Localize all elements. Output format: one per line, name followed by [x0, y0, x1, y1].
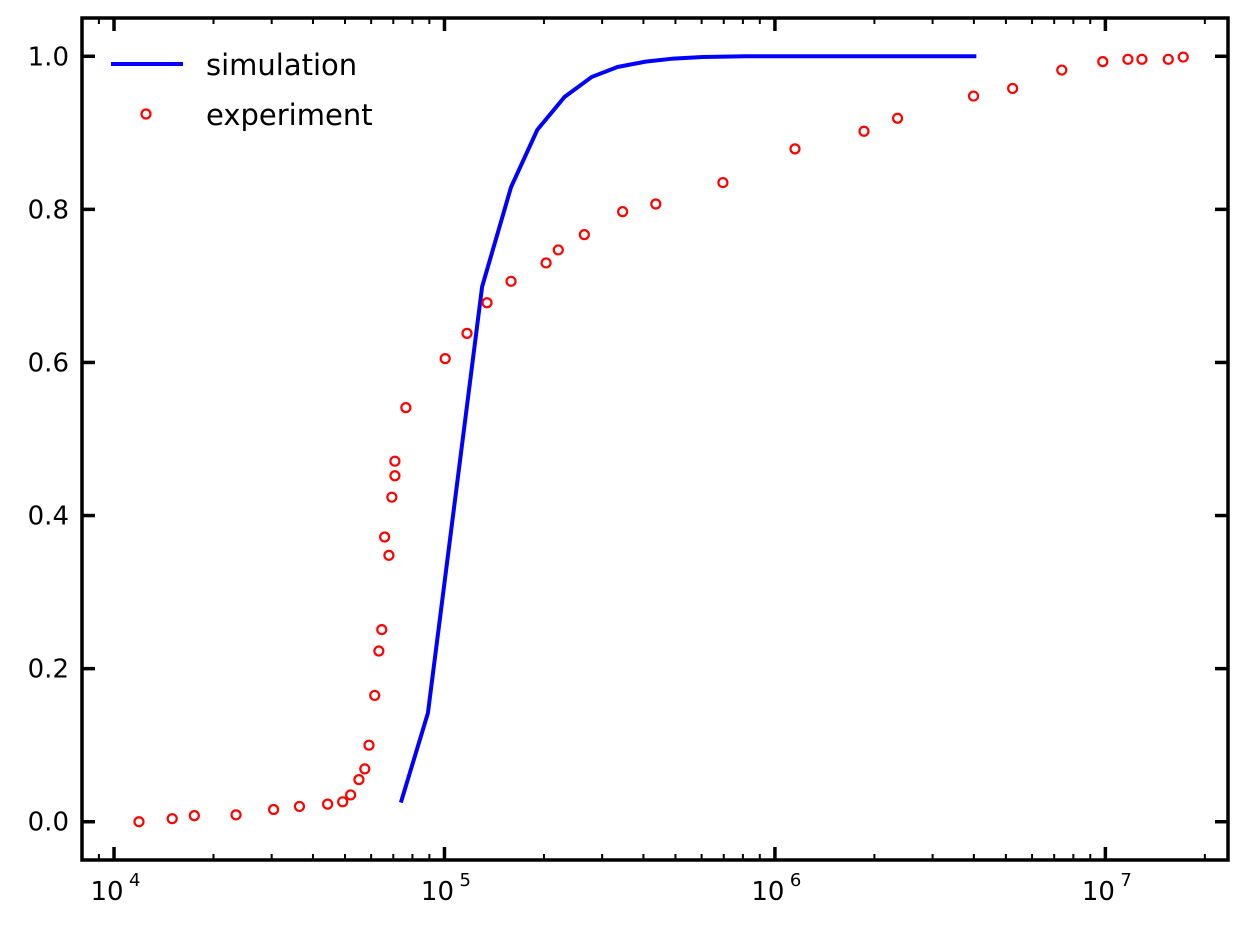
experiment-point: [578, 229, 590, 241]
experiment-point: [967, 90, 980, 102]
legend-simulation-label: simulation: [206, 48, 357, 82]
experiment-point: [789, 143, 801, 155]
legend: simulation experiment: [111, 48, 373, 132]
experiment-point: [400, 402, 412, 414]
x-tick-label: 10: [751, 877, 784, 907]
experiment-point: [353, 774, 365, 786]
experiment-point: [540, 257, 552, 269]
experiment-point: [337, 796, 349, 808]
simulation-line: [398, 54, 977, 804]
y-tick-label: 0.6: [28, 348, 69, 378]
axes: 0.00.20.40.60.81.010 4 10 5 10 6 10 7: [28, 16, 1230, 907]
experiment-point: [345, 789, 357, 801]
y-tick-label: 0.0: [28, 808, 69, 838]
experiment-point: [481, 297, 493, 309]
experiment-point: [363, 739, 375, 751]
experiment-point: [389, 470, 401, 482]
y-tick-label: 0.2: [28, 655, 69, 685]
experiment-point: [1122, 53, 1134, 65]
experiment-point: [717, 176, 729, 189]
x-tick-label: 10: [90, 877, 123, 907]
experiment-point: [1177, 51, 1189, 63]
experiment-point: [166, 813, 178, 825]
experiment-point: [1007, 82, 1019, 95]
experiment-point: [650, 198, 662, 210]
x-tick-label-exponent: 5: [459, 870, 470, 891]
experiment-point: [188, 810, 200, 822]
legend-experiment-marker: [140, 108, 152, 120]
experiment-point: [389, 455, 401, 467]
y-tick-label: 0.8: [28, 195, 69, 225]
y-tick-label: 1.0: [28, 42, 69, 72]
x-tick-label: 10: [421, 877, 454, 907]
x-tick-label: 10: [1082, 877, 1115, 907]
experiment-point: [1056, 64, 1068, 76]
plot-area: [133, 51, 1189, 828]
experiment-point: [322, 798, 334, 810]
experiment-point: [1162, 53, 1174, 65]
experiment-point: [1097, 56, 1109, 68]
experiment-point: [133, 816, 145, 828]
experiment-point: [359, 763, 371, 775]
experiment-point: [369, 689, 381, 702]
x-tick-label-exponent: 6: [790, 870, 801, 891]
experiment-point: [858, 125, 870, 137]
experiment-point: [505, 275, 517, 287]
experiment-point: [552, 244, 564, 256]
x-tick-label-exponent: 7: [1120, 870, 1131, 891]
experiment-point: [379, 531, 391, 543]
experiment-point: [373, 645, 385, 657]
experiment-point: [891, 112, 904, 124]
experiment-point: [293, 800, 306, 813]
x-tick-label-exponent: 4: [129, 870, 140, 891]
experiment-point: [461, 327, 473, 339]
plot-frame: [80, 16, 1230, 862]
experiment-point: [376, 623, 388, 636]
experiment-point: [230, 809, 242, 821]
experiment-point: [439, 353, 451, 365]
experiment-point: [617, 206, 629, 218]
experiment-point: [383, 549, 395, 561]
y-tick-label: 0.4: [28, 502, 69, 532]
experiment-point: [267, 803, 280, 816]
experiment-point: [386, 491, 398, 503]
legend-experiment-label: experiment: [206, 98, 373, 132]
experiment-point: [1136, 53, 1148, 65]
